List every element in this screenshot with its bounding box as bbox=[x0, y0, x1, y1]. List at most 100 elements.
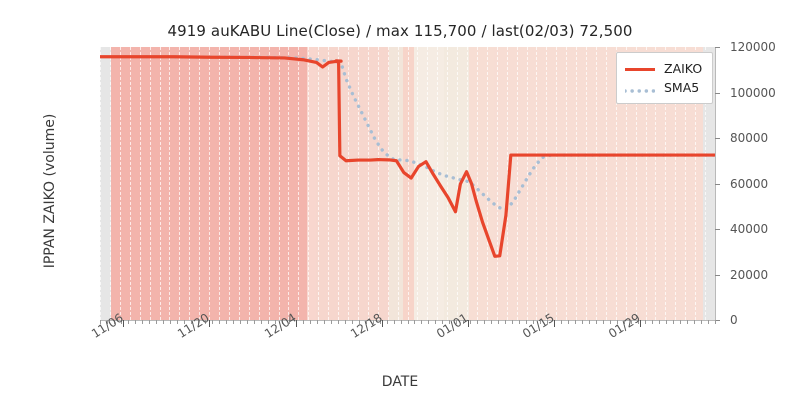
x-axis-minor-tick bbox=[204, 320, 206, 324]
x-axis-minor-tick bbox=[267, 320, 269, 324]
gridline bbox=[139, 47, 141, 320]
x-axis-minor-tick bbox=[148, 320, 150, 324]
gridline bbox=[665, 47, 667, 320]
gridline bbox=[476, 47, 478, 320]
gridline bbox=[576, 47, 578, 320]
x-axis-major-tick bbox=[209, 320, 211, 327]
x-axis-minor-tick bbox=[456, 320, 458, 324]
x-axis-minor-tick bbox=[512, 320, 514, 324]
background-band bbox=[444, 47, 469, 320]
x-axis-minor-tick bbox=[330, 320, 332, 324]
x-axis-minor-tick bbox=[582, 320, 584, 324]
gridline bbox=[248, 47, 250, 320]
gridline bbox=[705, 47, 707, 320]
x-axis-minor-tick bbox=[498, 320, 500, 324]
x-axis-minor-tick bbox=[652, 320, 654, 324]
background-band bbox=[306, 47, 317, 320]
gridline bbox=[318, 47, 320, 320]
x-axis-minor-tick bbox=[260, 320, 262, 324]
legend-label-sma5: SMA5 bbox=[664, 80, 700, 95]
gridline bbox=[586, 47, 588, 320]
x-axis-minor-tick bbox=[477, 320, 479, 324]
x-axis-minor-tick bbox=[393, 320, 395, 324]
y-axis-tick-label: 0 bbox=[730, 313, 738, 327]
series-line-zaiko bbox=[100, 55, 715, 258]
x-axis-minor-tick bbox=[568, 320, 570, 324]
x-axis-minor-tick bbox=[659, 320, 661, 324]
gridline bbox=[566, 47, 568, 320]
gridline bbox=[407, 47, 409, 320]
gridline bbox=[397, 47, 399, 320]
x-axis-minor-tick bbox=[100, 320, 101, 324]
x-axis-minor-tick bbox=[631, 320, 633, 324]
gridline bbox=[675, 47, 677, 320]
x-axis-minor-tick bbox=[232, 320, 234, 324]
x-axis-major-tick bbox=[123, 320, 125, 327]
gridline bbox=[467, 47, 469, 320]
x-axis-minor-tick bbox=[281, 320, 283, 324]
gridline bbox=[347, 47, 349, 320]
gridline bbox=[556, 47, 558, 320]
x-axis-minor-tick bbox=[176, 320, 178, 324]
legend-label-zaiko: ZAIKO bbox=[664, 61, 703, 76]
x-axis-minor-tick bbox=[533, 320, 535, 324]
gridline bbox=[695, 47, 697, 320]
x-axis-minor-tick bbox=[603, 320, 605, 324]
chart-legend[interactable]: ZAIKO SMA5 bbox=[616, 52, 714, 104]
x-axis-minor-tick bbox=[120, 320, 122, 324]
x-axis-minor-tick bbox=[386, 320, 388, 324]
background-band bbox=[111, 47, 307, 320]
x-axis-minor-tick bbox=[561, 320, 563, 324]
gridline bbox=[685, 47, 687, 320]
gridline bbox=[615, 47, 617, 320]
y-axis-tick-label: 60000 bbox=[730, 176, 769, 191]
gridline bbox=[129, 47, 131, 320]
gridline bbox=[100, 47, 101, 320]
gridline bbox=[268, 47, 270, 320]
x-axis-minor-tick bbox=[183, 320, 185, 324]
x-axis: 11/06 11/20 12/04 12/18 01/01 01/15 01/29 DATE bbox=[0, 311, 800, 400]
gridline bbox=[288, 47, 290, 320]
legend-item-zaiko[interactable]: ZAIKO bbox=[625, 59, 702, 78]
x-axis-major-tick bbox=[467, 320, 469, 327]
y-axis-tick bbox=[715, 92, 720, 94]
legend-swatch-sma5-icon bbox=[623, 82, 657, 94]
x-axis-minor-tick bbox=[323, 320, 325, 324]
x-axis-major-tick bbox=[639, 320, 641, 327]
x-axis-minor-tick bbox=[708, 320, 709, 324]
x-axis-minor-tick bbox=[624, 320, 626, 324]
x-axis-minor-tick bbox=[540, 320, 542, 324]
x-axis-minor-tick bbox=[687, 320, 689, 324]
legend-item-sma5[interactable]: SMA5 bbox=[623, 78, 702, 97]
x-axis-minor-tick bbox=[638, 320, 640, 324]
x-axis-minor-tick bbox=[505, 320, 507, 324]
x-axis-major-tick bbox=[553, 320, 555, 327]
chart-title: 4919 auKABU Line(Close) / max 115,700 / … bbox=[167, 22, 633, 40]
y-axis-tick bbox=[715, 229, 720, 230]
gridline bbox=[387, 47, 389, 320]
y-axis-tick bbox=[715, 183, 720, 185]
gridline bbox=[219, 47, 221, 320]
x-axis-minor-tick bbox=[680, 320, 682, 324]
gridline bbox=[189, 47, 191, 320]
y-axis-tick-label: 100000 bbox=[730, 85, 776, 100]
x-axis-minor-tick bbox=[190, 320, 192, 324]
x-axis-minor-tick bbox=[344, 320, 346, 324]
x-axis-minor-tick bbox=[253, 320, 255, 324]
x-axis-minor-tick bbox=[617, 320, 619, 324]
background-band bbox=[389, 47, 403, 320]
series-layer bbox=[100, 55, 715, 258]
gridline bbox=[328, 47, 330, 320]
x-axis-minor-tick bbox=[113, 320, 115, 324]
x-axis-minor-tick bbox=[575, 320, 577, 324]
x-axis-minor-tick bbox=[127, 320, 129, 324]
gridline bbox=[338, 47, 340, 320]
gridline bbox=[516, 47, 518, 320]
x-axis-minor-tick bbox=[365, 320, 367, 324]
gridline bbox=[645, 47, 647, 320]
gridline bbox=[357, 47, 359, 320]
background-band bbox=[100, 47, 112, 320]
x-axis-minor-tick bbox=[715, 320, 716, 324]
x-axis-minor-tick bbox=[358, 320, 360, 324]
